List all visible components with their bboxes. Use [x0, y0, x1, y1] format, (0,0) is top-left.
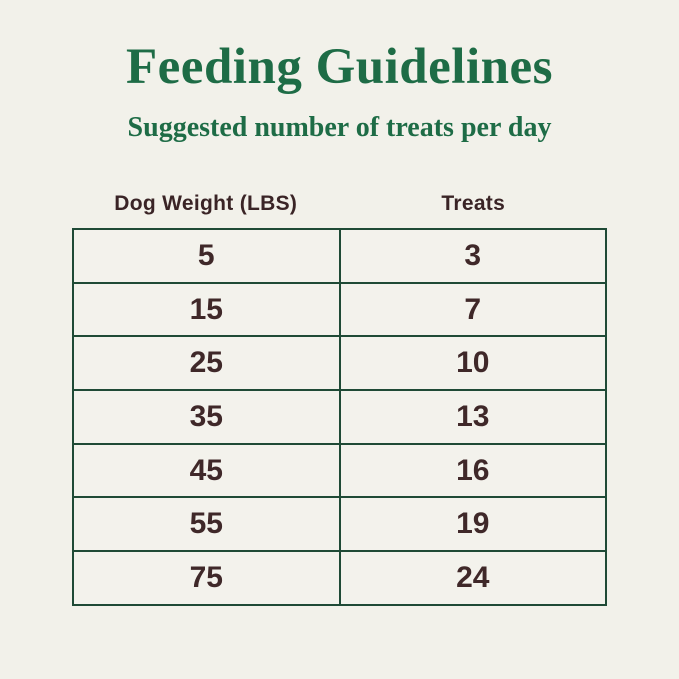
column-header-dog-weight: Dog Weight (LBS)	[114, 192, 298, 215]
table-row: 5 3	[72, 228, 607, 284]
weight-cell: 75	[72, 550, 341, 606]
treats-cell: 19	[338, 496, 607, 553]
page-subtitle: Suggested number of treats per day	[127, 112, 552, 143]
treats-cell: 13	[338, 389, 607, 445]
table-row: 75 24	[72, 550, 607, 606]
weight-cell: 25	[72, 335, 341, 392]
treats-cell: 10	[338, 335, 607, 392]
table-row: 55 19	[72, 496, 607, 553]
column-header-treats: Treats	[441, 192, 506, 215]
feeding-table: 5 3 15 7 25 10 35 13 45 16	[72, 228, 607, 606]
treats-cell: 24	[338, 550, 607, 606]
feeding-table-section: Dog Weight (LBS) Treats 5 3 15 7 25 10 3…	[72, 192, 607, 606]
weight-cell: 45	[72, 442, 341, 499]
weight-cell: 35	[72, 389, 341, 445]
table-row: 15 7	[72, 281, 607, 338]
table-row: 25 10	[72, 335, 607, 392]
column-headers: Dog Weight (LBS) Treats	[72, 192, 607, 216]
weight-cell: 15	[72, 281, 341, 338]
treats-cell: 16	[338, 442, 607, 499]
table-row: 35 13	[72, 389, 607, 445]
page-title: Feeding Guidelines	[126, 39, 553, 95]
treats-cell: 7	[338, 281, 607, 338]
weight-cell: 5	[72, 228, 341, 284]
table-row: 45 16	[72, 442, 607, 499]
weight-cell: 55	[72, 496, 341, 553]
treats-cell: 3	[338, 228, 607, 284]
